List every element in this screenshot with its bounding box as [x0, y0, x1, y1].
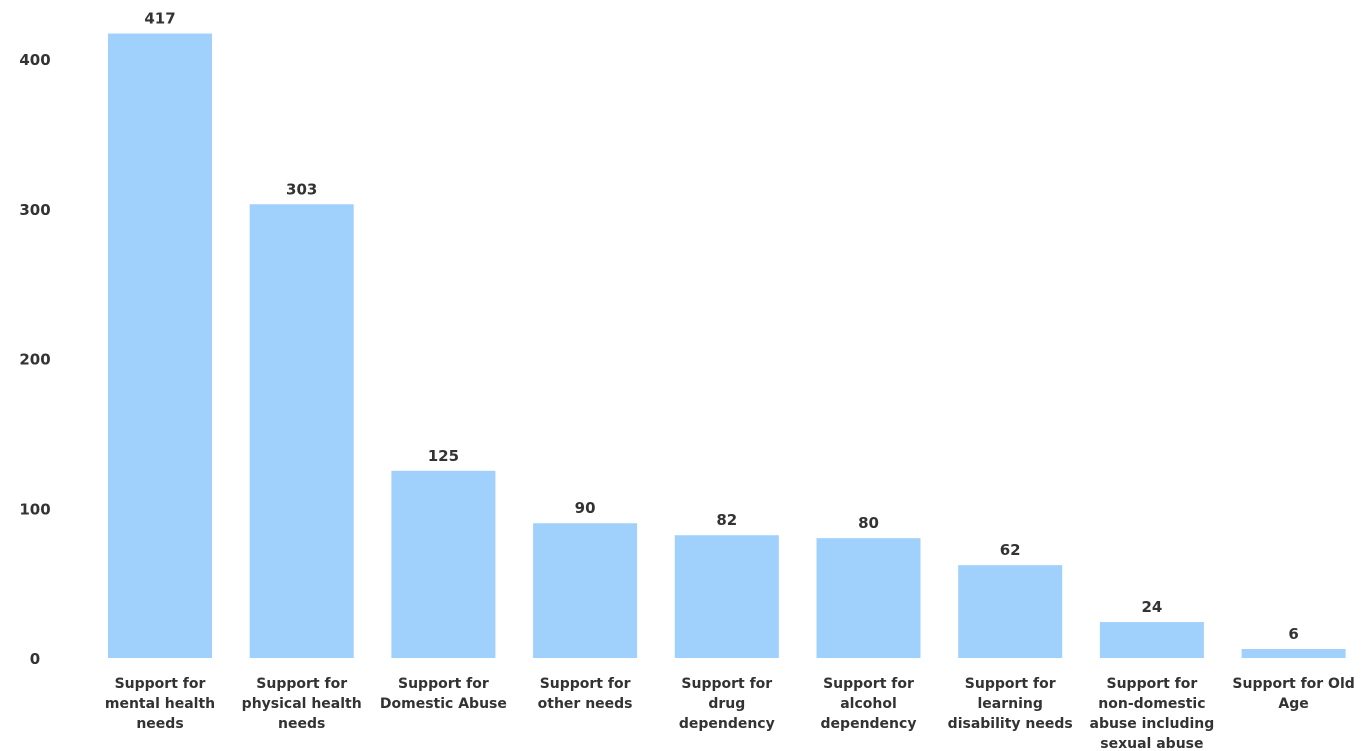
x-tick-label: Support for Domestic Abuse — [380, 676, 507, 712]
bar — [249, 204, 354, 658]
data-label: 417 — [144, 10, 175, 28]
y-tick-label: 200 — [19, 351, 50, 369]
x-tick-label: Support for physical health needs — [242, 676, 362, 732]
x-axis: Support for mental health needs Support for… — [105, 676, 1355, 751]
bar — [533, 523, 638, 658]
bar — [391, 470, 496, 658]
value-labels: 417 303 125 90 82 80 62 24 6 — [144, 10, 1298, 643]
x-tick-label: Support for drug dependency — [679, 676, 775, 732]
data-label: 6 — [1288, 625, 1298, 643]
bar — [108, 33, 212, 659]
bar — [816, 538, 921, 658]
x-tick-label: Support for alcohol dependency — [821, 676, 917, 732]
bar — [1099, 622, 1204, 658]
data-label: 24 — [1141, 598, 1162, 616]
x-tick-label: Support for Old Age — [1232, 676, 1354, 712]
y-tick-label: 100 — [19, 500, 50, 518]
data-label: 90 — [575, 499, 596, 517]
x-tick-label: Support for non-domestic abuse including se… — [1090, 676, 1215, 751]
y-tick-label: 300 — [19, 201, 50, 219]
y-tick-label: 0 — [30, 650, 40, 668]
data-label: 303 — [286, 180, 317, 198]
x-tick-label: Support for other needs — [538, 676, 633, 712]
bar — [1241, 649, 1346, 658]
x-tick-label: Support for mental health needs — [105, 676, 215, 732]
data-label: 125 — [428, 447, 459, 465]
data-label: 80 — [858, 514, 879, 532]
bar — [674, 535, 779, 658]
bar — [958, 565, 1063, 658]
y-tick-label: 400 — [19, 51, 50, 69]
data-label: 82 — [716, 511, 737, 529]
bars — [108, 33, 1346, 659]
y-axis: 0 100 200 300 400 — [19, 51, 50, 668]
x-tick-label: Support for learning disability needs — [948, 676, 1073, 732]
data-label: 62 — [1000, 541, 1021, 559]
